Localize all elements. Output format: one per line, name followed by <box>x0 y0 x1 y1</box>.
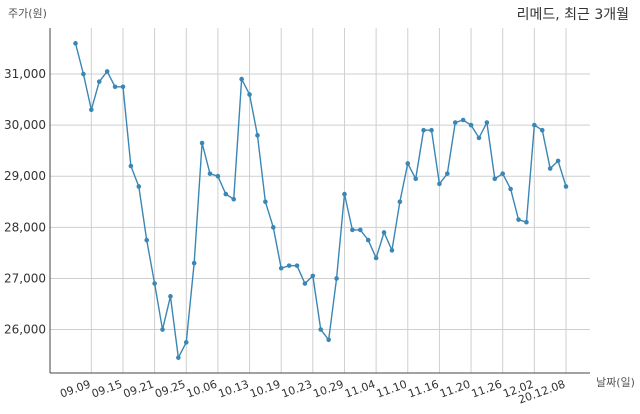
data-point <box>239 76 244 82</box>
data-point <box>152 281 157 286</box>
y-tick-label: 26,000 <box>4 323 46 337</box>
data-point <box>215 173 221 179</box>
data-point <box>81 71 86 77</box>
data-point <box>563 184 569 189</box>
y-tick-label: 31,000 <box>4 67 46 81</box>
x-tick-label: 11.26 <box>470 378 504 401</box>
x-tick-label: 11.04 <box>343 378 377 401</box>
data-point <box>302 281 308 286</box>
data-point <box>144 237 150 243</box>
x-tick-label: 10.29 <box>311 378 345 401</box>
data-point <box>278 265 284 271</box>
data-point <box>381 230 387 235</box>
data-point <box>524 219 529 225</box>
data-point <box>492 176 498 182</box>
data-point <box>405 161 411 166</box>
data-point <box>263 199 268 205</box>
x-axis-label: 날짜(일) <box>596 375 635 389</box>
grid-lines <box>50 28 590 373</box>
axes <box>49 28 590 374</box>
data-point <box>96 79 102 84</box>
data-point <box>270 225 276 230</box>
data-point <box>223 191 229 197</box>
data-point <box>176 355 181 360</box>
data-point <box>476 135 482 141</box>
x-tick-label: 11.20 <box>438 378 472 401</box>
y-tick-label: 28,000 <box>4 220 46 234</box>
data-point <box>160 327 165 332</box>
data-point <box>136 184 142 189</box>
data-point <box>199 140 205 146</box>
data-point <box>112 84 118 90</box>
data-point <box>191 260 197 266</box>
data-point <box>326 337 331 343</box>
data-point <box>310 273 316 279</box>
data-point <box>255 133 260 138</box>
series-line <box>74 43 567 360</box>
x-tick-label: 09.09 <box>58 378 92 401</box>
data-point <box>373 255 379 261</box>
price-series <box>73 41 569 360</box>
data-point <box>555 158 561 164</box>
chart-title: 리메드, 최근 3개월 <box>517 7 629 23</box>
data-point <box>460 117 466 123</box>
data-point <box>445 171 450 176</box>
data-point <box>389 248 395 253</box>
data-point <box>73 41 78 46</box>
data-point <box>500 171 506 176</box>
y-tick-labels: 26,000 27,000 28,000 29,000 30,000 31,000 <box>4 67 46 337</box>
data-point <box>508 186 513 192</box>
x-tick-label: 09.21 <box>122 378 156 401</box>
data-point <box>286 263 292 268</box>
data-point <box>532 122 537 128</box>
data-point <box>342 191 347 197</box>
y-tick-label: 30,000 <box>4 118 46 132</box>
data-point <box>365 237 371 243</box>
x-tick-label: 09.15 <box>90 378 124 401</box>
x-tick-label: 10.13 <box>217 378 251 401</box>
data-point <box>484 120 490 125</box>
x-tick-label: 11.16 <box>406 378 440 401</box>
x-tick-label: 10.06 <box>185 378 219 401</box>
y-tick-label: 29,000 <box>4 169 46 183</box>
data-point <box>334 276 339 281</box>
data-point <box>547 166 553 171</box>
data-point <box>429 127 434 133</box>
data-point <box>231 196 237 202</box>
data-point <box>397 199 403 205</box>
data-point <box>539 127 545 133</box>
x-tick-label: 09.25 <box>153 378 187 401</box>
data-point <box>358 227 363 233</box>
x-tick-label: 10.23 <box>280 378 314 401</box>
data-point <box>168 294 173 299</box>
x-tick-labels: 09.0909.1509.2109.2510.0610.1310.1910.23… <box>58 378 567 407</box>
data-point <box>318 327 324 332</box>
data-point <box>350 227 355 233</box>
data-point <box>468 122 474 128</box>
data-point <box>89 107 94 113</box>
y-axis-label: 주가(원) <box>8 7 47 20</box>
data-point <box>128 163 134 169</box>
data-point <box>183 340 189 345</box>
data-point <box>120 84 126 90</box>
y-tick-label: 27,000 <box>4 271 46 285</box>
data-point <box>207 171 213 176</box>
x-tick-label: 10.19 <box>248 378 282 401</box>
data-point <box>247 92 252 97</box>
x-tick-label: 11.10 <box>375 378 409 401</box>
data-point <box>437 181 442 187</box>
data-point <box>294 263 300 268</box>
data-point <box>104 69 110 74</box>
data-point <box>413 176 418 182</box>
data-point <box>421 127 426 133</box>
data-point <box>516 217 521 222</box>
data-point <box>452 120 458 125</box>
